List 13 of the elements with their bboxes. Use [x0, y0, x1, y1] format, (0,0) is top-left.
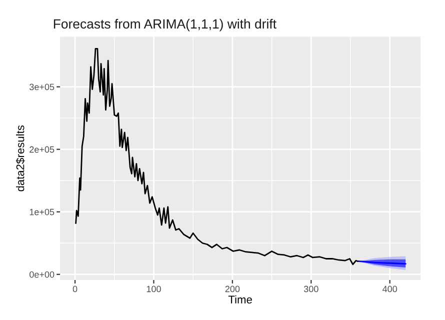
y-tick-label: 3e+05 [30, 84, 54, 90]
y-tick-label: 1e+05 [30, 208, 54, 216]
x-axis-title: Time [228, 295, 252, 304]
x-tick-label: 100 [146, 286, 161, 292]
x-tick-label: 0 [72, 286, 78, 292]
y-tick-label: 0e+00 [30, 271, 54, 278]
x-tick-label: 200 [225, 286, 240, 292]
x-tick-label: 400 [382, 286, 398, 292]
x-tick-label: 300 [304, 286, 318, 292]
line-series [75, 48, 358, 266]
chart-title: Forecasts from ARIMA(1,1,1) with drift [54, 18, 276, 32]
y-tick-label: 2e+05 [30, 146, 54, 153]
y-axis-title: data2$results [16, 125, 25, 192]
